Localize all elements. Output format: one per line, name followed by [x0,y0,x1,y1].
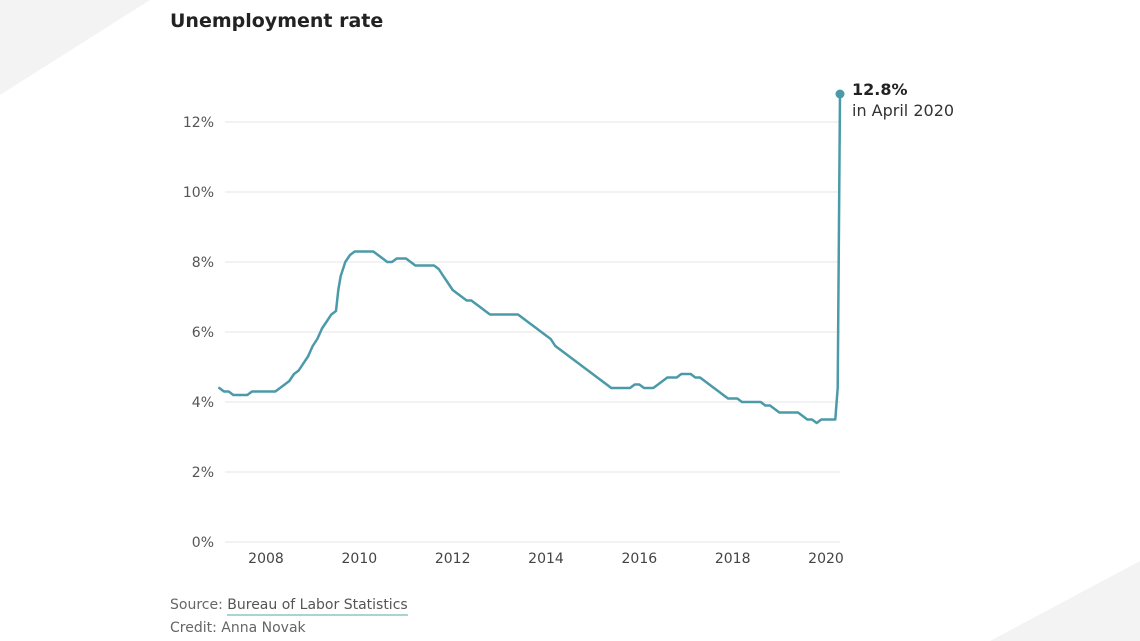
y-tick-label: 2% [192,465,214,481]
y-tick-label: 6% [192,325,214,341]
y-tick-label: 0% [192,535,214,551]
x-tick-label: 2014 [528,551,564,567]
annotation-value: 12.8% [852,80,908,99]
credit-line: Credit: Anna Novak [170,620,306,636]
unemployment-line-chart: 0% 2% 4% 6% 8% 10% 12% 2008 2010 2012 2014 2016 2018… [183,80,954,567]
source-prefix: Source: [170,597,228,613]
source-link[interactable]: Bureau of Labor Statistics [227,597,408,616]
x-tick-label: 2018 [715,551,751,567]
x-tick-label: 2008 [248,551,284,567]
data-point-marker [835,89,845,99]
series-line [218,92,842,425]
y-tick-label: 4% [192,395,214,411]
chart-title: Unemployment rate [170,10,384,32]
decorative-corner [0,0,150,95]
y-tick-label: 8% [192,255,214,271]
y-tick-label: 10% [183,185,214,201]
y-tick-label: 12% [183,115,214,131]
decorative-corner [990,561,1140,641]
x-tick-label: 2016 [622,551,658,567]
annotation-label: in April 2020 [852,101,954,120]
x-tick-label: 2012 [435,551,471,567]
source-line: Source: Bureau of Labor Statistics [170,597,408,616]
x-tick-label: 2010 [342,551,378,567]
x-tick-label: 2020 [808,551,844,567]
